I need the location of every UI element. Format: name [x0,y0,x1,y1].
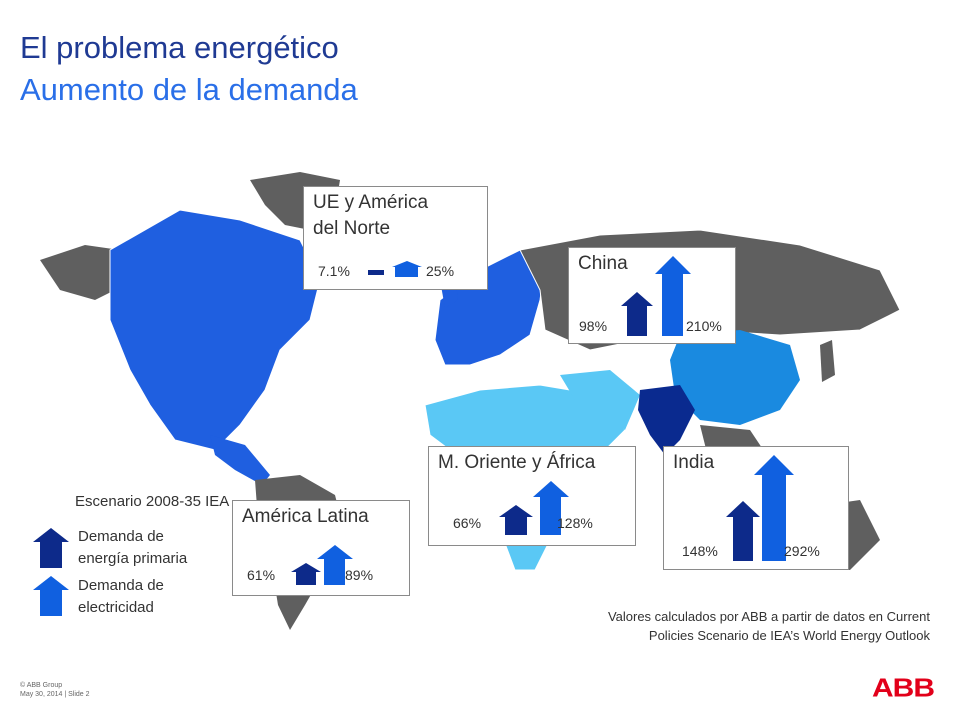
primary-energy-bar [368,270,384,275]
primary-energy-value: 66% [453,515,482,531]
source-note-line: Policies Scenario de IEA’s World Energy … [648,628,930,643]
footer-copyright: © ABB Group May 30, 2014 | Slide 2 [20,681,90,699]
legend-line: energía primaria [78,550,188,567]
region-box-china: China 98% 210% [568,247,736,344]
legend-primary-label: Demanda de energía primaria [78,526,187,570]
region-name-line: India [673,452,715,473]
source-note-line: Valores calculados por ABB a partir de d… [607,609,930,624]
region-name-line: del Norte [313,218,391,239]
legend-primary-arrow-icon [33,528,69,568]
primary-energy-value: 148% [682,543,718,559]
slide-date: May 30, 2014 | Slide 2 [20,691,90,698]
source-note: Valores calculados por ABB a partir de d… [530,607,930,645]
primary-energy-arrow-icon [726,501,760,561]
legend-electricity-arrow-icon [33,576,69,616]
region-box-eu-north-america: UE y América del Norte 7.1% 25% [303,186,488,290]
legend-line: Demanda de [78,577,164,594]
legend-line: Demanda de [78,528,164,545]
region-name-line: China [578,253,628,274]
region-name: China [578,251,628,277]
copyright-text: © ABB Group [20,682,63,689]
primary-energy-arrow-icon [499,505,533,535]
electricity-arrow-icon [392,261,422,277]
region-name: América Latina [242,504,369,530]
slide-title: El problema energético [20,30,339,65]
electricity-arrow-icon [655,256,691,336]
region-name-line: UE y América [313,192,429,213]
map-north-america [109,209,321,451]
electricity-value: 89% [345,567,374,583]
map-japan [820,340,835,382]
region-box-mideast-africa: M. Oriente y África 66% 128% [428,446,636,546]
legend-electricity-label: Demanda de electricidad [78,575,164,619]
region-name: M. Oriente y África [438,450,595,476]
legend-line: electricidad [78,599,154,616]
region-name: India [673,450,714,476]
map-alaska [40,245,125,300]
map-central-america [210,435,270,485]
primary-energy-arrow-icon [291,563,321,585]
region-name: UE y América del Norte [313,190,428,242]
primary-energy-value: 98% [579,318,608,334]
electricity-value: 292% [784,543,820,559]
region-box-india: India 148% 292% [663,446,849,570]
electricity-arrow-icon [754,455,794,561]
region-name-line: M. Oriente y África [438,452,596,473]
slide-subtitle: Aumento de la demanda [20,72,358,107]
electricity-value: 128% [557,515,593,531]
electricity-arrow-icon [317,545,353,585]
electricity-arrow-icon [533,481,569,535]
legend-title: Escenario 2008-35 IEA [75,493,230,510]
map-europe [434,249,546,366]
map-india [638,385,695,455]
map-middle-east [560,370,640,430]
region-box-latin-america: América Latina 61% 89% [232,500,410,596]
primary-energy-value: 7.1% [318,263,350,279]
region-name-line: América Latina [242,506,369,527]
primary-energy-value: 61% [247,567,276,583]
abb-logo: ABB [872,674,935,703]
primary-energy-arrow-icon [621,292,653,336]
map-china [670,330,800,425]
electricity-value: 210% [686,318,722,334]
electricity-value: 25% [426,263,455,279]
